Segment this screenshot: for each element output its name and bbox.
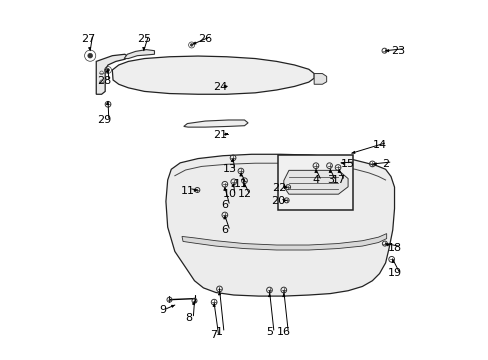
Bar (278, 155, 353, 210)
Circle shape (106, 68, 109, 71)
Text: 28: 28 (97, 76, 111, 86)
Text: 2: 2 (381, 159, 388, 169)
Text: 11: 11 (233, 179, 247, 189)
Text: 15: 15 (341, 159, 354, 169)
Text: 8: 8 (185, 312, 192, 323)
Text: 17: 17 (331, 175, 346, 185)
Text: 9: 9 (159, 305, 165, 315)
Polygon shape (313, 73, 326, 84)
Text: 21: 21 (213, 130, 227, 140)
Text: 10: 10 (223, 189, 237, 199)
Text: 13: 13 (223, 164, 237, 174)
Text: 11: 11 (180, 186, 194, 196)
Text: 12: 12 (237, 189, 251, 199)
Text: 4: 4 (312, 175, 319, 185)
Text: 25: 25 (137, 34, 150, 44)
Text: 29: 29 (97, 115, 111, 125)
Text: 14: 14 (372, 140, 386, 150)
Polygon shape (165, 154, 394, 296)
Text: 6: 6 (221, 200, 228, 210)
Text: 27: 27 (81, 34, 95, 44)
Text: 6: 6 (221, 225, 228, 235)
Polygon shape (124, 50, 154, 59)
Circle shape (190, 44, 192, 46)
Text: 26: 26 (198, 34, 212, 44)
Text: 24: 24 (213, 82, 227, 92)
Text: 1: 1 (216, 327, 223, 337)
Polygon shape (182, 234, 386, 250)
Polygon shape (283, 170, 347, 194)
Text: 23: 23 (390, 46, 405, 56)
Text: 5: 5 (265, 327, 272, 337)
Polygon shape (112, 56, 313, 94)
Polygon shape (183, 120, 247, 127)
Polygon shape (286, 196, 294, 207)
Text: 7: 7 (210, 330, 217, 341)
Text: 20: 20 (271, 197, 285, 206)
Text: 19: 19 (386, 268, 401, 278)
Text: 18: 18 (386, 243, 401, 253)
Polygon shape (96, 54, 128, 94)
Text: 3: 3 (326, 175, 333, 185)
Text: 22: 22 (272, 183, 286, 193)
Circle shape (88, 53, 92, 58)
Text: 16: 16 (276, 327, 290, 337)
